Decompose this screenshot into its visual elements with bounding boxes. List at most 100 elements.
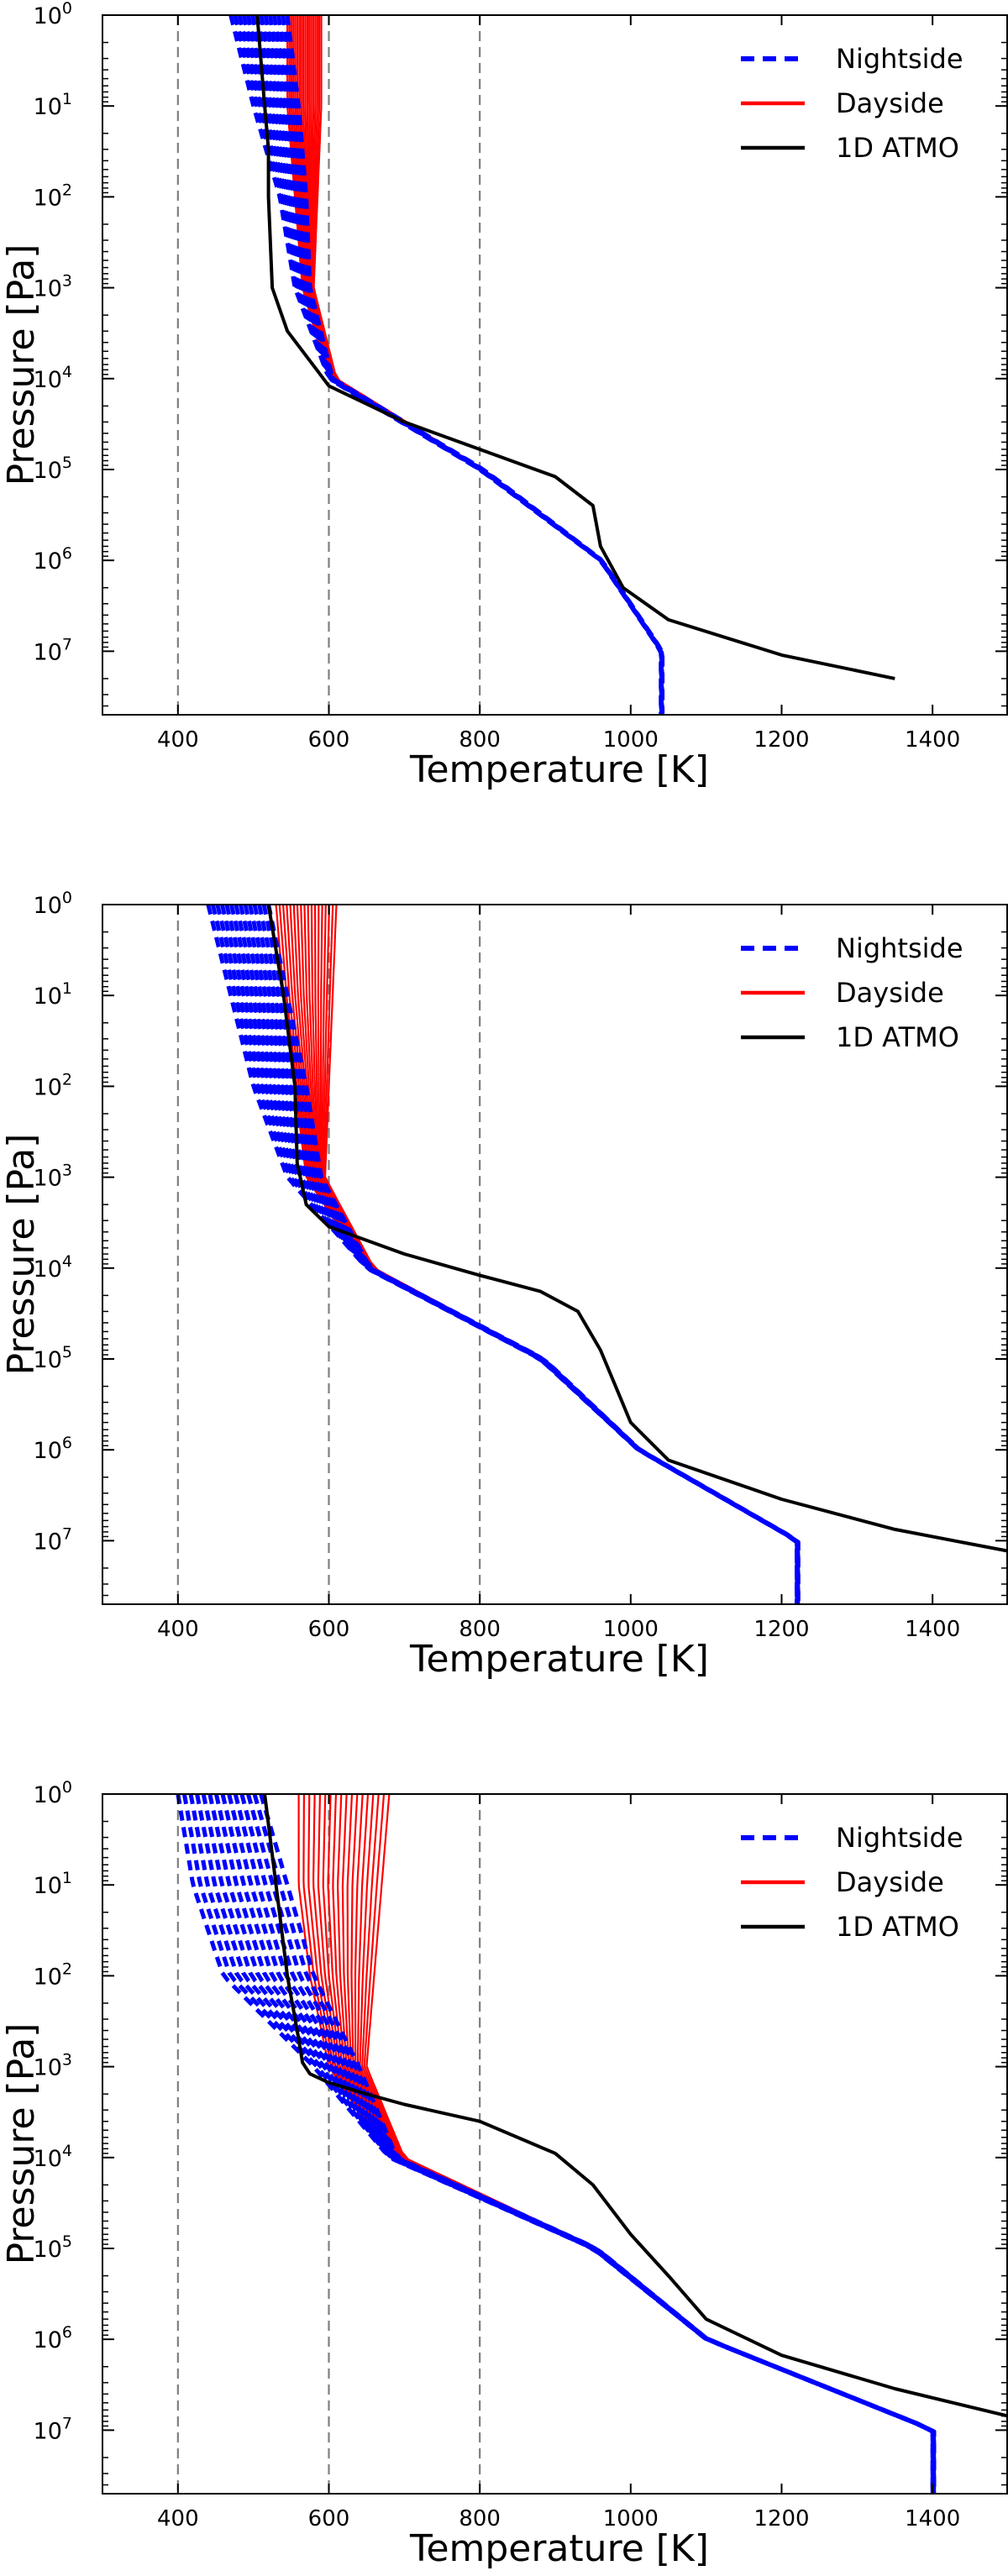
y-tick-label: 107 [34,635,72,665]
y-tick-label: 100 [34,1778,72,1808]
y-tick-label: 102 [34,1070,72,1100]
chart-panel-bottom: 400 600 800 1000 1200 1400 100 101 102 103 104 105 1… [0,1778,1008,2570]
nightside-profile-13 [281,15,664,715]
y-tick-label: 103 [34,2051,72,2081]
dayside-profile-17 [312,15,664,715]
x-tick-label: 600 [308,727,350,753]
dayside-profile-12 [350,1794,935,2494]
legend-label: Nightside [836,932,963,964]
dayside-profile-16 [361,1794,935,2494]
dayside-profile-17 [363,1794,936,2494]
legend: Nightside Dayside 1D ATMO [741,43,963,164]
x-tick-label: 400 [157,727,199,753]
y-tick-label: 101 [34,90,72,120]
x-tick-label: 1200 [753,727,809,753]
x-tick-label: 800 [459,2506,501,2531]
dayside-profile-4 [292,15,663,715]
y-tick-label: 104 [34,1252,72,1283]
dayside-profile-18 [365,1794,936,2494]
y-tick-label: 105 [34,454,72,484]
dayside-profile-11 [346,1794,935,2494]
dayside-profile-16 [311,15,664,715]
nightside-profile-12 [257,905,801,1604]
x-axis-label: Temperature [K] [409,2527,709,2570]
x-tick-label: 600 [308,1617,350,1642]
dayside-profile-3 [307,1794,934,2494]
y-tick-label: 104 [34,2142,72,2172]
dayside-profile-11 [306,15,663,715]
dayside-profile-15 [311,15,664,715]
dayside-profile-9 [337,1794,935,2494]
legend-label: 1D ATMO [836,132,959,164]
x-axis-label: Temperature [K] [409,1638,709,1681]
x-tick-label: 1200 [753,1617,809,1642]
nightside-profile-14 [266,905,801,1604]
atmo-1d-line [263,1794,1008,2418]
nightside-profile-2 [210,905,800,1604]
nightside-profile-13 [261,905,801,1604]
y-tick-label: 107 [34,1524,72,1555]
nightside-profile-5 [201,1794,936,2494]
y-tick-label: 103 [34,1162,72,1192]
dayside-profile-10 [341,1794,935,2494]
dayside-profile-8 [332,1794,935,2494]
y-tick-label: 103 [34,272,72,302]
dayside-profile-6 [322,1794,934,2494]
y-tick-label: 106 [34,1434,72,1464]
dayside-profile-3 [290,15,663,715]
legend-label: 1D ATMO [836,1911,959,1943]
nightside-profile-12 [245,1794,937,2494]
x-tick-label: 600 [308,2506,350,2531]
legend-label: Nightside [836,1822,963,1854]
y-tick-label: 102 [34,1960,72,1990]
y-tick-label: 100 [34,889,72,919]
nightside-profile-14 [259,1794,937,2494]
dayside-profile-10 [304,15,663,715]
y-tick-label: 101 [34,1869,72,1899]
x-tick-label: 1400 [905,1617,960,1642]
x-tick-label: 1000 [603,1617,659,1642]
nightside-profile-3 [215,905,800,1604]
x-tick-label: 1400 [905,727,960,753]
atmo-1d-line [255,15,895,680]
nightside-profile-3 [237,15,664,715]
dayside-profile-13 [309,15,664,715]
y-tick-label: 105 [34,2232,72,2263]
dayside-profile-8 [300,15,663,715]
y-tick-label: 106 [34,2323,72,2353]
nightside-profile-9 [263,15,664,715]
dayside-profile-15 [359,1794,935,2494]
y-tick-label: 106 [34,544,72,574]
nightside-profile-1 [176,1794,935,2494]
x-tick-label: 1200 [753,2506,809,2531]
y-axis-label: Pressure [Pa] [0,1134,43,1376]
nightside-profile-10 [248,905,801,1604]
dayside-profile-18 [312,15,664,715]
dayside-profile-14 [356,1794,935,2494]
dayside-profile-5 [294,15,663,715]
x-tick-label: 400 [157,2506,199,2531]
dayside-profile-12 [308,15,664,715]
y-axis-label: Pressure [Pa] [0,244,43,486]
legend-label: 1D ATMO [836,1021,959,1053]
dayside-profile-14 [310,15,664,715]
y-tick-label: 101 [34,979,72,1010]
plot-area [176,905,1008,1604]
dayside-profile-5 [317,1794,934,2494]
y-tick-label: 102 [34,181,72,211]
atmo-1d-line [266,905,1008,1553]
x-tick-label: 1400 [905,2506,960,2531]
y-tick-label: 107 [34,2414,72,2444]
legend-label: Dayside [836,977,944,1009]
dayside-profile-7 [327,1794,934,2494]
dayside-profile-13 [354,1794,935,2494]
nightside-profile-12 [276,15,664,715]
legend-label: Nightside [836,43,963,75]
nightside-profile-4 [195,1794,936,2494]
legend-label: Dayside [836,87,944,119]
x-tick-label: 1000 [603,727,659,753]
plot-area [176,1794,1008,2494]
x-tick-label: 400 [157,1617,199,1642]
nightside-profile-3 [188,1794,935,2494]
